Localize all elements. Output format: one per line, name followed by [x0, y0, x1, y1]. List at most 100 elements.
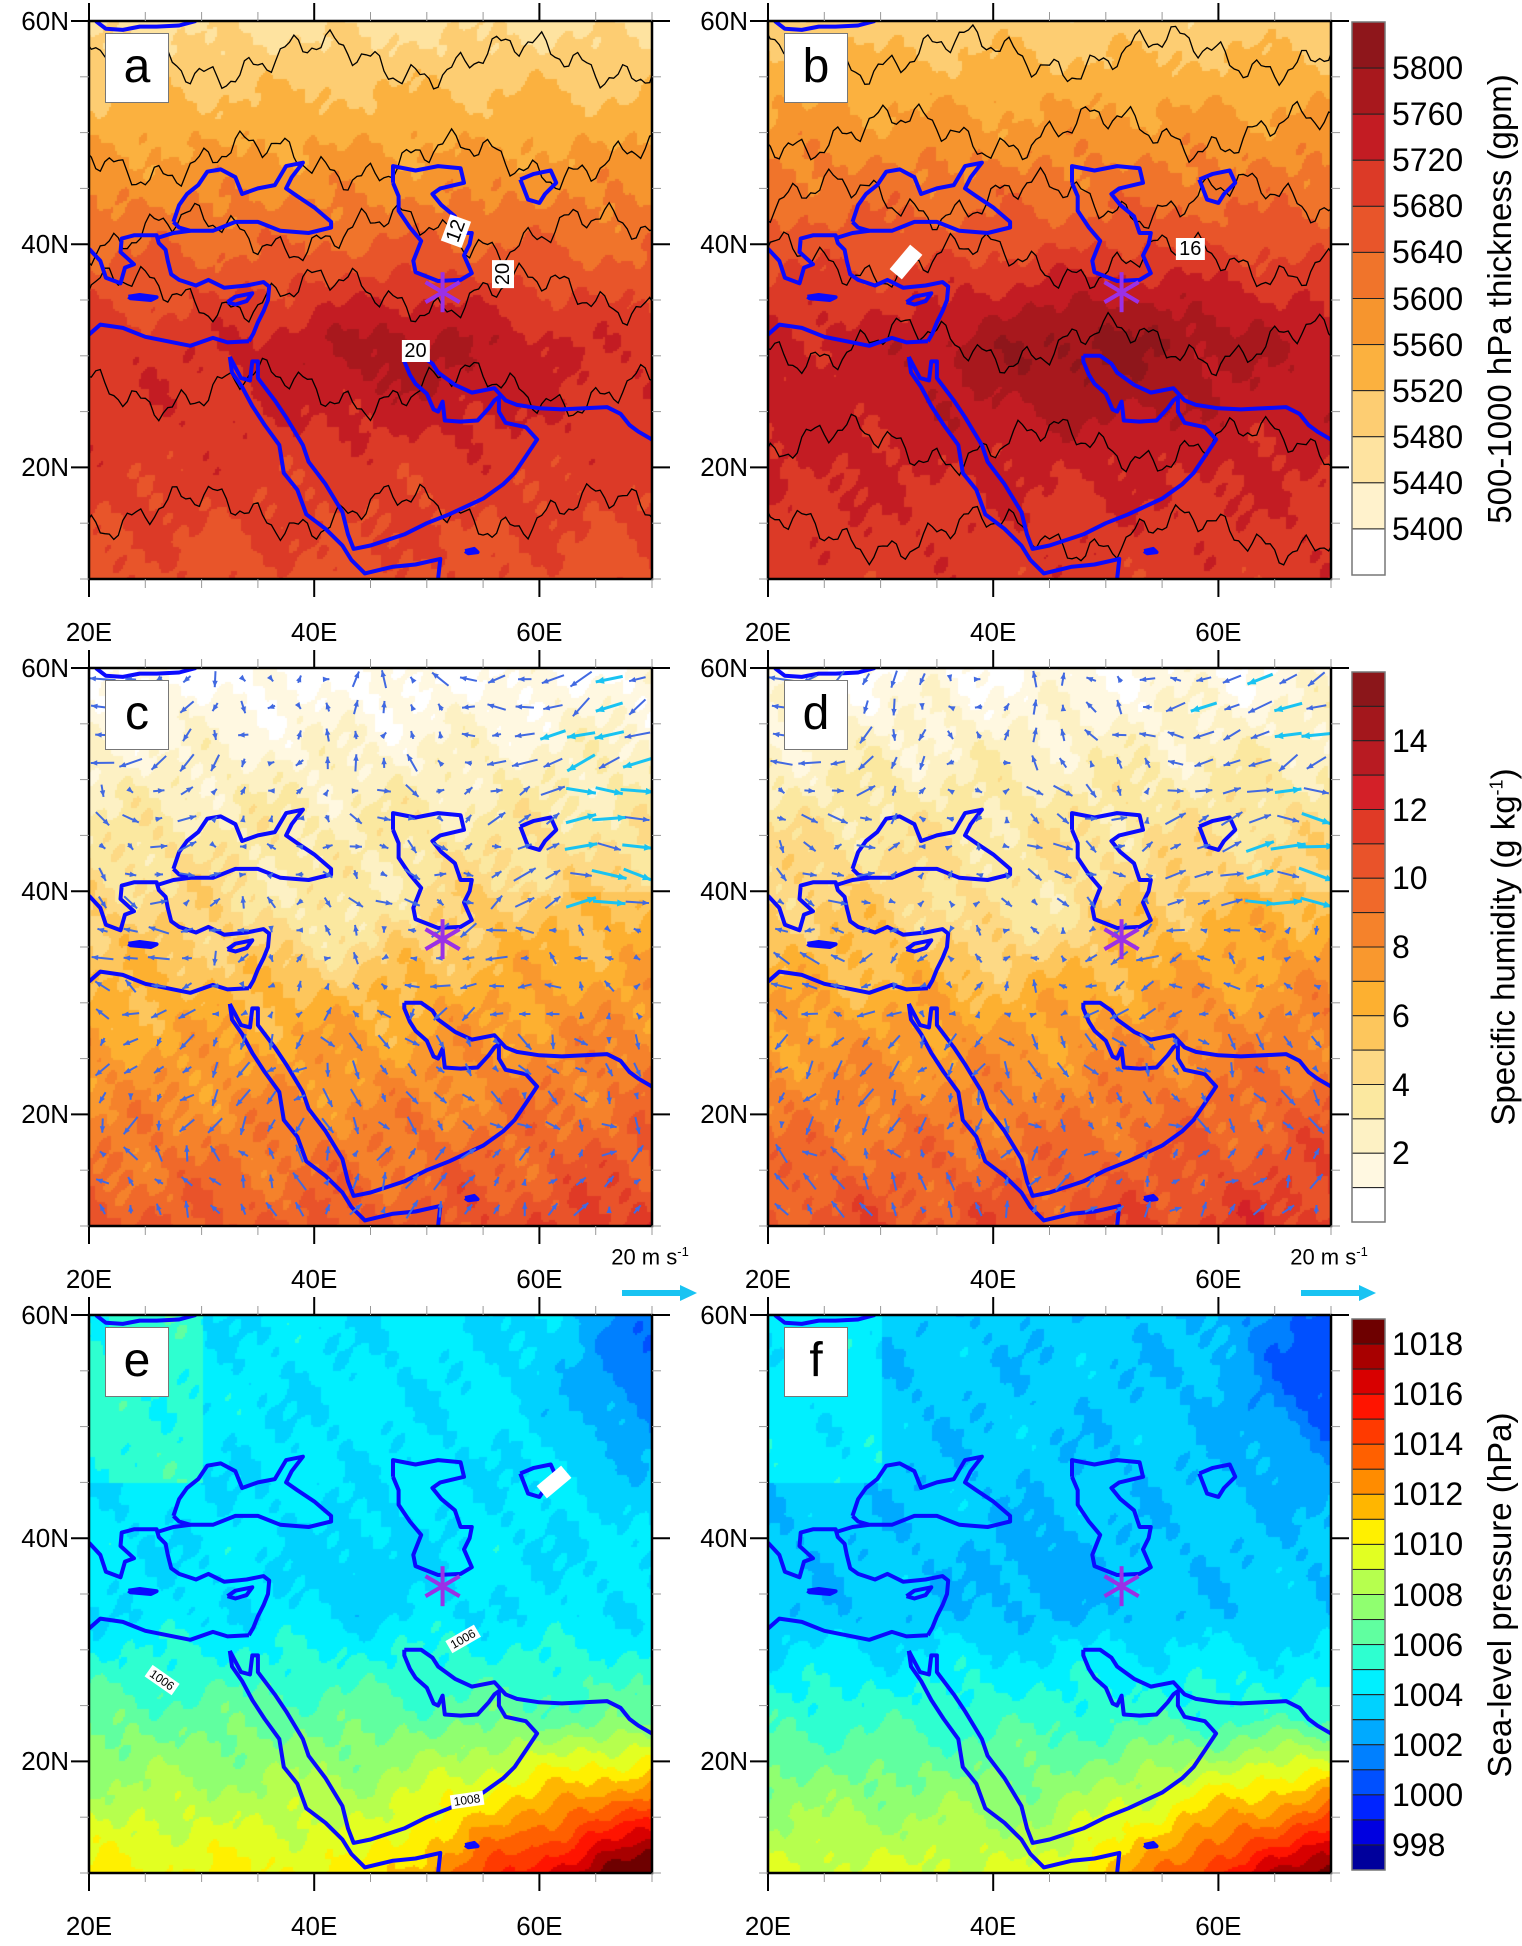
latitude-label: 60N — [21, 6, 69, 36]
colorbar-tick-label: 5480 — [1392, 418, 1464, 455]
latitude-label: 20N — [700, 1746, 748, 1777]
colorbar-swatch — [1351, 1015, 1386, 1051]
reference-vector-text: 20 m s — [1290, 1244, 1357, 1270]
longitude-label: 20E — [65, 1911, 113, 1941]
latitude-label: 20N — [21, 1746, 69, 1777]
latitude-label: 40N — [21, 1523, 69, 1554]
longitude-label: 60E — [1195, 617, 1242, 647]
longitude-label: 40E — [970, 1911, 1017, 1941]
colorbar-humidity — [1351, 671, 1386, 1223]
colorbar-tick-label: 1016 — [1392, 1376, 1464, 1413]
colorbar-swatch — [1351, 1368, 1386, 1395]
colorbar-title-text: Specific humidity (g kg — [1484, 795, 1522, 1126]
latitude-label: 60N — [700, 653, 748, 683]
latitude-label: 20N — [21, 452, 69, 483]
latitude-label: 60N — [21, 1300, 69, 1330]
longitude-label: 20E — [65, 617, 113, 647]
colorbar-swatch — [1351, 1493, 1386, 1520]
colorbar-swatch — [1351, 528, 1386, 576]
longitude-label: 40E — [291, 1911, 338, 1941]
colorbar-tick-label: 14 — [1392, 722, 1428, 759]
colorbar-tick-label: 1000 — [1392, 1776, 1464, 1813]
colorbar-tick-label: 998 — [1392, 1826, 1446, 1863]
map-panel-e-slp-field — [89, 1315, 652, 1873]
colorbar-title-end: ) — [1484, 768, 1522, 780]
colorbar-swatch — [1351, 1518, 1386, 1545]
reference-vector-arrow-icon — [622, 1285, 697, 1301]
contour-value-label: 16 — [1176, 237, 1205, 260]
latitude-label: 40N — [21, 876, 69, 907]
colorbar-tick-label: 1010 — [1392, 1526, 1464, 1563]
latitude-label: 20N — [700, 452, 748, 483]
colorbar-swatch — [1351, 1819, 1386, 1846]
colorbar-tick-label: 5560 — [1392, 326, 1464, 363]
colorbar-tick-label: 1018 — [1392, 1326, 1464, 1363]
map-panel-a-thickness-field — [89, 21, 652, 579]
colorbar-title-sea-level-pressure: Sea-level pressure (hPa) — [1481, 1412, 1518, 1777]
longitude-label: 40E — [970, 617, 1017, 647]
longitude-label: 60E — [1195, 1264, 1242, 1294]
longitude-label: 60E — [516, 1911, 563, 1941]
colorbar-tick-label: 5760 — [1392, 96, 1464, 133]
colorbar-tick-label: 1002 — [1392, 1726, 1464, 1763]
colorbar-swatch — [1351, 1318, 1386, 1345]
colorbar-swatch — [1351, 740, 1386, 776]
colorbar-swatch — [1351, 251, 1386, 300]
panel-label-e: e — [105, 1327, 169, 1397]
map-panel-c-humidity-field — [89, 668, 652, 1226]
contour-value-label: 20 — [492, 260, 515, 289]
reference-vector-arrow-icon — [1301, 1285, 1376, 1301]
colorbar-tick-label: 8 — [1392, 929, 1410, 965]
longitude-label: 40E — [970, 1264, 1017, 1294]
colorbar-title-superscript: -1 — [1486, 779, 1507, 796]
colorbar-tick-label: 5800 — [1392, 50, 1464, 87]
longitude-label: 40E — [291, 617, 338, 647]
colorbar-title-thickness: 500-1000 hPa thickness (gpm) — [1481, 73, 1518, 524]
panel-label-c: c — [105, 680, 169, 750]
colorbar-tick-label: 12 — [1392, 791, 1428, 828]
colorbar-swatch — [1351, 1084, 1386, 1120]
colorbar-tick-label: 5640 — [1392, 234, 1464, 271]
longitude-label: 60E — [516, 1264, 563, 1294]
colorbar-swatch — [1351, 390, 1386, 438]
colorbar-swatch — [1351, 1568, 1386, 1596]
colorbar-swatch — [1351, 1794, 1386, 1821]
contour-value-label: 20 — [401, 340, 430, 363]
colorbar-swatch — [1351, 436, 1386, 484]
colorbar-swatch — [1351, 1543, 1386, 1570]
colorbar-tick-label: 5400 — [1392, 510, 1464, 547]
colorbar-tick-label: 1014 — [1392, 1426, 1464, 1463]
latitude-label: 40N — [21, 229, 69, 260]
map-panel-d-humidity-field — [768, 668, 1331, 1226]
colorbar-swatch — [1351, 774, 1386, 810]
colorbar-tick-label: 2 — [1392, 1135, 1410, 1172]
colorbar-tick-label: 1004 — [1392, 1676, 1464, 1713]
reference-vector-superscript: -1 — [677, 1244, 689, 1259]
colorbar-swatch — [1351, 1468, 1386, 1495]
reference-vector-superscript: -1 — [1356, 1244, 1368, 1259]
colorbar-swatch — [1351, 1744, 1386, 1771]
longitude-label: 20E — [744, 617, 792, 647]
reference-vector-text: 20 m s — [611, 1244, 678, 1270]
colorbar-swatch — [1351, 1418, 1386, 1445]
colorbar-title-text: 500-1000 hPa thickness (gpm) — [1481, 73, 1518, 524]
colorbar-swatch — [1351, 67, 1386, 115]
colorbar-swatch — [1351, 946, 1386, 982]
colorbar-swatch — [1351, 159, 1386, 207]
latitude-label: 60N — [21, 653, 69, 683]
colorbar-tick-label: 1012 — [1392, 1476, 1464, 1513]
reference-vector-label: 20 m s-1 — [611, 1244, 689, 1270]
longitude-label: 20E — [744, 1264, 792, 1294]
colorbar-swatch — [1351, 705, 1386, 742]
colorbar-tick-label: 5720 — [1392, 142, 1464, 179]
colorbar-swatch — [1351, 1152, 1386, 1189]
latitude-label: 40N — [700, 229, 748, 260]
colorbar-tick-label: 5680 — [1392, 188, 1464, 225]
colorbar-tick-label: 10 — [1392, 860, 1428, 897]
colorbar-swatch — [1351, 1049, 1386, 1085]
colorbar-title-text: Sea-level pressure (hPa) — [1481, 1412, 1518, 1777]
longitude-label: 60E — [516, 617, 563, 647]
longitude-label: 20E — [65, 1264, 113, 1294]
colorbar-swatch — [1351, 1187, 1386, 1223]
colorbar-swatch — [1351, 482, 1386, 530]
